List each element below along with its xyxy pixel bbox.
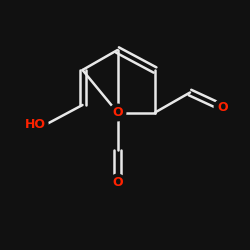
Text: O: O	[112, 176, 123, 189]
Circle shape	[214, 99, 231, 116]
Text: O: O	[112, 106, 123, 119]
Circle shape	[109, 174, 126, 191]
Text: O: O	[217, 101, 228, 114]
Circle shape	[22, 112, 48, 138]
Circle shape	[109, 104, 126, 121]
Text: HO: HO	[24, 118, 46, 132]
